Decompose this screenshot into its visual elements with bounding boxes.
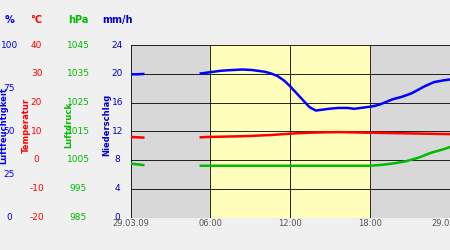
Text: Niederschlag: Niederschlag <box>103 94 112 156</box>
Text: 0: 0 <box>115 213 120 222</box>
Text: °C: °C <box>31 15 43 25</box>
Text: 1005: 1005 <box>67 156 90 164</box>
Text: 50: 50 <box>4 127 15 136</box>
Text: 0: 0 <box>6 213 12 222</box>
Text: 0: 0 <box>34 156 40 164</box>
Text: 16: 16 <box>112 98 123 107</box>
Text: 75: 75 <box>4 84 15 92</box>
Text: 100: 100 <box>0 40 18 50</box>
Text: 30: 30 <box>31 69 42 78</box>
Text: hPa: hPa <box>68 15 89 25</box>
Text: Luftdruck: Luftdruck <box>65 102 74 148</box>
Text: Temperatur: Temperatur <box>22 98 31 152</box>
Text: 1015: 1015 <box>67 127 90 136</box>
Text: 12: 12 <box>112 127 123 136</box>
Text: 25: 25 <box>4 170 15 179</box>
Text: Luftfeuchtigkeit: Luftfeuchtigkeit <box>0 86 8 164</box>
Text: -20: -20 <box>29 213 44 222</box>
Text: 8: 8 <box>115 156 120 164</box>
Text: 985: 985 <box>70 213 87 222</box>
Text: mm/h: mm/h <box>102 15 133 25</box>
Text: 24: 24 <box>112 40 123 50</box>
Text: 20: 20 <box>31 98 42 107</box>
Text: 1035: 1035 <box>67 69 90 78</box>
Bar <box>211 45 370 218</box>
Text: 40: 40 <box>31 40 42 50</box>
Text: 20: 20 <box>112 69 123 78</box>
Text: 1045: 1045 <box>67 40 90 50</box>
Text: 995: 995 <box>70 184 87 193</box>
Text: -10: -10 <box>29 184 44 193</box>
Text: 1025: 1025 <box>67 98 90 107</box>
Text: 4: 4 <box>115 184 120 193</box>
Text: 10: 10 <box>31 127 42 136</box>
Text: %: % <box>4 15 14 25</box>
